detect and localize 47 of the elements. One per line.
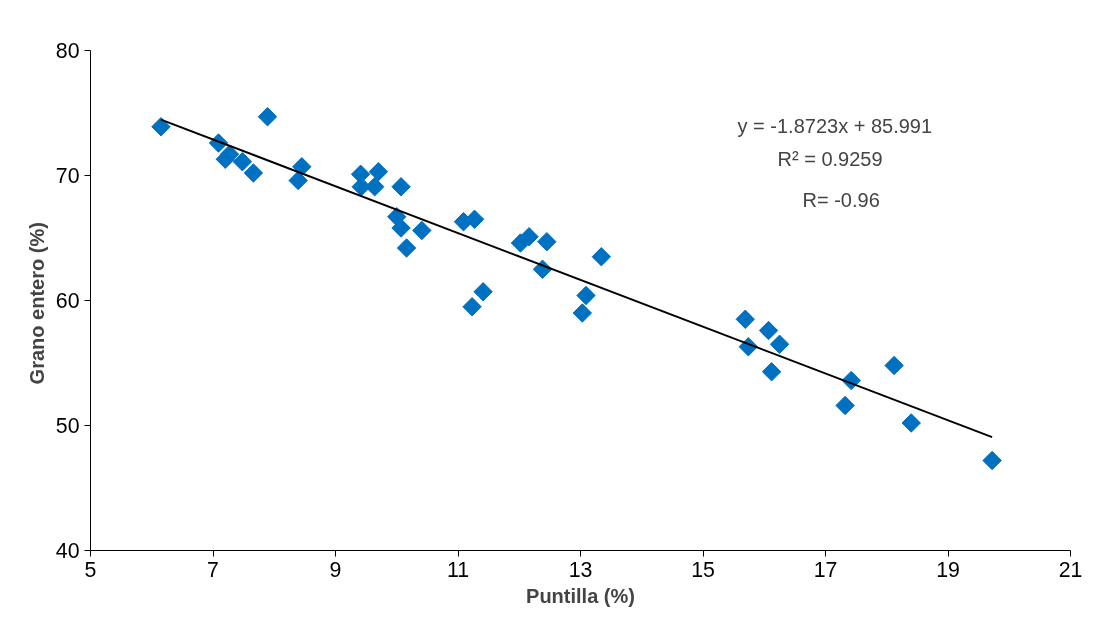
y-tick-label: 80: [55, 39, 80, 63]
y-tick-label: 60: [55, 289, 80, 313]
point: [835, 395, 855, 416]
point: [537, 232, 557, 252]
x-tick-label: 11: [446, 557, 470, 582]
y-axis-title: Grano entero (%): [25, 222, 48, 385]
x-axis-title: Puntilla (%): [526, 584, 635, 607]
point: [576, 285, 596, 306]
annotation: R² = 0.9259: [777, 147, 883, 170]
point: [519, 227, 539, 247]
point: [761, 362, 782, 382]
x-tick-label: 13: [568, 557, 593, 582]
point: [232, 152, 253, 172]
point: [735, 309, 755, 329]
point: [292, 157, 312, 177]
x-tick-label: 17: [813, 557, 838, 582]
y-tick-label: 50: [55, 414, 80, 438]
point: [901, 413, 921, 433]
point: [288, 170, 308, 191]
x-tick-label: 7: [207, 557, 219, 582]
point: [243, 163, 264, 183]
annotation: R= -0.96: [802, 188, 880, 211]
x-tick-label: 21: [1058, 557, 1083, 582]
x-tick-label: 5: [84, 557, 97, 582]
point: [473, 282, 493, 302]
point: [391, 218, 411, 238]
point: [365, 177, 385, 197]
point: [391, 177, 411, 197]
y-tick-label: 70: [55, 164, 80, 188]
point: [151, 117, 171, 137]
point: [462, 297, 482, 317]
x-tick-label: 15: [691, 557, 715, 582]
point: [396, 238, 417, 258]
point: [769, 334, 790, 354]
point: [591, 247, 612, 267]
point: [257, 107, 278, 127]
annotation: y = -1.8723x + 85.991: [737, 114, 933, 137]
point: [219, 144, 240, 164]
y-tick-label: 40: [55, 539, 80, 563]
point: [884, 355, 904, 376]
point: [368, 162, 389, 182]
x-tick-label: 19: [936, 557, 960, 582]
x-tick-label: 9: [329, 557, 342, 582]
point: [758, 320, 779, 341]
point: [412, 220, 432, 241]
point: [982, 450, 1002, 471]
point: [572, 303, 593, 323]
